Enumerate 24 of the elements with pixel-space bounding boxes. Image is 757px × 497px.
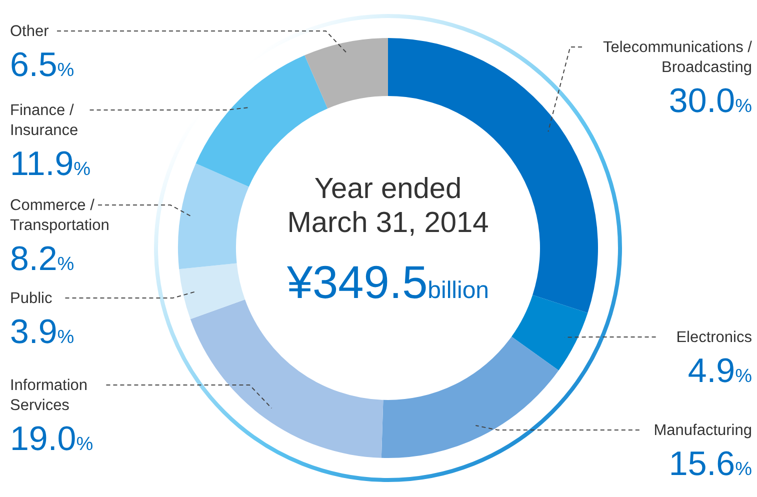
slice-label: Electronics [676,329,752,346]
data-label: 4.9% [688,352,752,390]
slice-label: Manufacturing [654,422,752,439]
data-label: 19.0% [10,420,94,458]
donut-slice [190,299,384,458]
slice-label: Finance / Insurance [10,102,78,139]
data-label: 11.9% [10,145,91,183]
text: ¥349.5billion [286,256,490,308]
data-label: 30.0% [668,82,752,120]
slice-label: Public [10,290,52,307]
data-label: 6.5% [10,46,74,84]
donut-slice [304,38,388,108]
data-label: 15.6% [668,445,752,483]
slice-label: Other [10,23,49,40]
slice-label: Information Services [10,377,88,414]
donut-slice [512,294,588,370]
donut-slice [178,163,249,270]
donut-slice [179,263,245,320]
slice-label: Telecommunications / Broadcasting [602,39,753,76]
donut-slice [381,336,559,458]
slice-label: Commerce / Transportation [10,197,110,234]
data-label: 8.2% [10,240,74,278]
text: Year ended March 31, 2014 [287,173,489,239]
data-label: 3.9% [10,313,74,351]
